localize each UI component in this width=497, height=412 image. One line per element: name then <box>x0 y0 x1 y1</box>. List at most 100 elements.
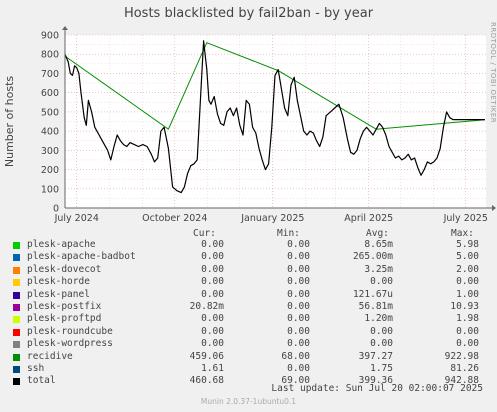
x-tick-label: July 2025 <box>443 213 488 224</box>
legend-series-name: plesk-dovecot <box>27 263 102 275</box>
legend-avg-value: 121.67u <box>352 288 393 300</box>
legend-header-cur: Cur: <box>193 228 216 239</box>
legend-swatch <box>13 254 20 262</box>
legend-cur-value: 0.00 <box>201 338 224 350</box>
legend-row-plesk-proftpd: plesk-proftpd 0.00 0.00 1.20m 1.98 <box>0 313 497 325</box>
x-tick-label: October 2024 <box>142 213 207 224</box>
legend-swatch <box>13 266 20 274</box>
y-tick-label: 200 <box>41 165 59 176</box>
legend-series-name: total <box>27 375 56 387</box>
legend-avg-value: 0.00 <box>370 338 393 350</box>
legend-avg-value: 397.27 <box>358 350 393 362</box>
legend-min-value: 0.00 <box>287 325 310 337</box>
x-tick-label: April 2025 <box>344 213 393 224</box>
legend-row-plesk-panel: plesk-panel 0.00 0.00 121.67u 1.00 <box>0 289 497 301</box>
legend-max-value: 2.00 <box>456 263 479 275</box>
legend-cur-value: 20.82m <box>189 300 224 312</box>
legend-swatch <box>13 242 20 249</box>
last-update: Last update: Sun Jul 20 02:00:07 2025 <box>271 383 483 394</box>
line-chart: 0 100 200 300 400 500 600 700 800 900 July 2024 Oct… <box>3 26 496 224</box>
legend-series-name: plesk-apache <box>27 239 96 250</box>
legend-avg-value: 8.65m <box>364 239 393 250</box>
legend-swatch <box>13 316 20 324</box>
legend-avg-value: 0.00 <box>370 276 393 288</box>
legend-min-value: 0.00 <box>287 251 310 263</box>
legend-row-ssh: ssh 1.61 0.00 1.75 81.26 <box>0 363 497 375</box>
legend-max-value: 1.98 <box>456 313 479 325</box>
legend-swatch <box>13 341 20 349</box>
legend-max-value: 922.98 <box>444 350 479 362</box>
legend-series-name: plesk-apache-badbot <box>27 251 136 263</box>
legend-min-value: 0.00 <box>287 276 310 288</box>
legend-series-name: plesk-proftpd <box>27 313 102 325</box>
y-axis-arrow <box>62 26 68 30</box>
legend-swatch <box>13 378 20 386</box>
legend-min-value: 0.00 <box>287 338 310 350</box>
legend-min-value: 0.00 <box>287 313 310 325</box>
y-tick-label: 700 <box>41 69 59 80</box>
legend-avg-value: 1.75 <box>370 362 393 374</box>
legend-max-value: 0.00 <box>456 325 479 337</box>
legend-cur-value: 459.06 <box>189 350 224 362</box>
y-tick-label: 300 <box>41 146 59 157</box>
legend-table: plesk-apache 0.00 0.00 8.65m 5.98 plesk-… <box>0 239 497 388</box>
legend-avg-value: 3.25m <box>364 263 393 275</box>
legend-min-value: 0.00 <box>287 362 310 374</box>
legend-row-plesk-roundcube: plesk-roundcube 0.00 0.00 0.00 0.00 <box>0 326 497 338</box>
x-axis-arrow <box>492 205 496 211</box>
legend-swatch <box>13 291 20 299</box>
legend-max-value: 10.93 <box>450 300 479 312</box>
legend-row-recidive: recidive 459.06 68.00 397.27 922.98 <box>0 351 497 363</box>
legend-cur-value: 0.00 <box>201 288 224 300</box>
legend-avg-value: 1.20m <box>364 313 393 325</box>
legend-cur-value: 0.00 <box>201 251 224 263</box>
legend-avg-value: 0.00 <box>370 325 393 337</box>
legend-avg-value: 265.00m <box>352 251 393 263</box>
legend-max-value: 1.00 <box>456 288 479 300</box>
legend-row-plesk-wordpress: plesk-wordpress 0.00 0.00 0.00 0.00 <box>0 338 497 350</box>
legend-max-value: 5.98 <box>456 239 479 250</box>
y-tick-label: 0 <box>53 204 59 215</box>
legend-row-plesk-apache-badbot: plesk-apache-badbot 0.00 0.00 265.00m 5.… <box>0 251 497 263</box>
series-line-total <box>64 40 485 194</box>
legend-header-avg: Avg: <box>366 228 389 239</box>
legend-series-name: ssh <box>27 362 45 374</box>
legend-row-plesk-horde: plesk-horde 0.00 0.00 0.00 0.00 <box>0 276 497 288</box>
y-axis-label: Number of hosts <box>3 76 16 168</box>
legend-min-value: 0.00 <box>287 288 310 300</box>
legend-swatch <box>13 328 20 336</box>
legend-row-plesk-postfix: plesk-postfix 20.82m 0.00 56.81m 10.93 <box>0 301 497 313</box>
legend-avg-value: 399.36 <box>358 375 393 387</box>
legend-max-value: 0.00 <box>456 338 479 350</box>
legend-swatch <box>13 303 20 311</box>
y-tick-label: 600 <box>41 88 59 99</box>
legend-swatch <box>13 353 20 361</box>
legend-max-value: 942.88 <box>444 375 479 387</box>
rrdtool-credit: RRDTOOL / TOBI OETIKER <box>489 22 497 124</box>
legend-swatch <box>13 279 20 287</box>
legend-avg-value: 56.81m <box>358 300 393 312</box>
legend-cur-value: 0.00 <box>201 325 224 337</box>
legend-series-name: recidive <box>27 350 73 362</box>
legend-header-max: Max: <box>451 228 474 239</box>
legend-max-value: 0.00 <box>456 276 479 288</box>
legend-max-value: 81.26 <box>450 362 479 374</box>
series-line-recidive <box>64 42 485 130</box>
legend-series-name: plesk-postfix <box>27 300 102 312</box>
legend-max-value: 5.00 <box>456 251 479 263</box>
legend-row-plesk-apache: plesk-apache 0.00 0.00 8.65m 5.98 <box>0 239 497 251</box>
legend-min-value: 0.00 <box>287 263 310 275</box>
x-tick-label: January 2025 <box>240 213 304 224</box>
legend-min-value: 69.00 <box>281 375 310 387</box>
chart-title: Hosts blacklisted by fail2ban - by year <box>123 6 374 21</box>
legend-cur-value: 0.00 <box>201 276 224 288</box>
legend-min-value: 0.00 <box>287 300 310 312</box>
y-tick-label: 100 <box>41 184 59 195</box>
legend-cur-value: 0.00 <box>201 263 224 275</box>
legend-series-name: plesk-horde <box>27 276 90 288</box>
x-tick-label: July 2024 <box>54 213 99 224</box>
legend-swatch <box>13 365 20 373</box>
legend-cur-value: 0.00 <box>201 239 224 250</box>
legend-series-name: plesk-panel <box>27 288 90 300</box>
legend-row-plesk-dovecot: plesk-dovecot 0.00 0.00 3.25m 2.00 <box>0 264 497 276</box>
